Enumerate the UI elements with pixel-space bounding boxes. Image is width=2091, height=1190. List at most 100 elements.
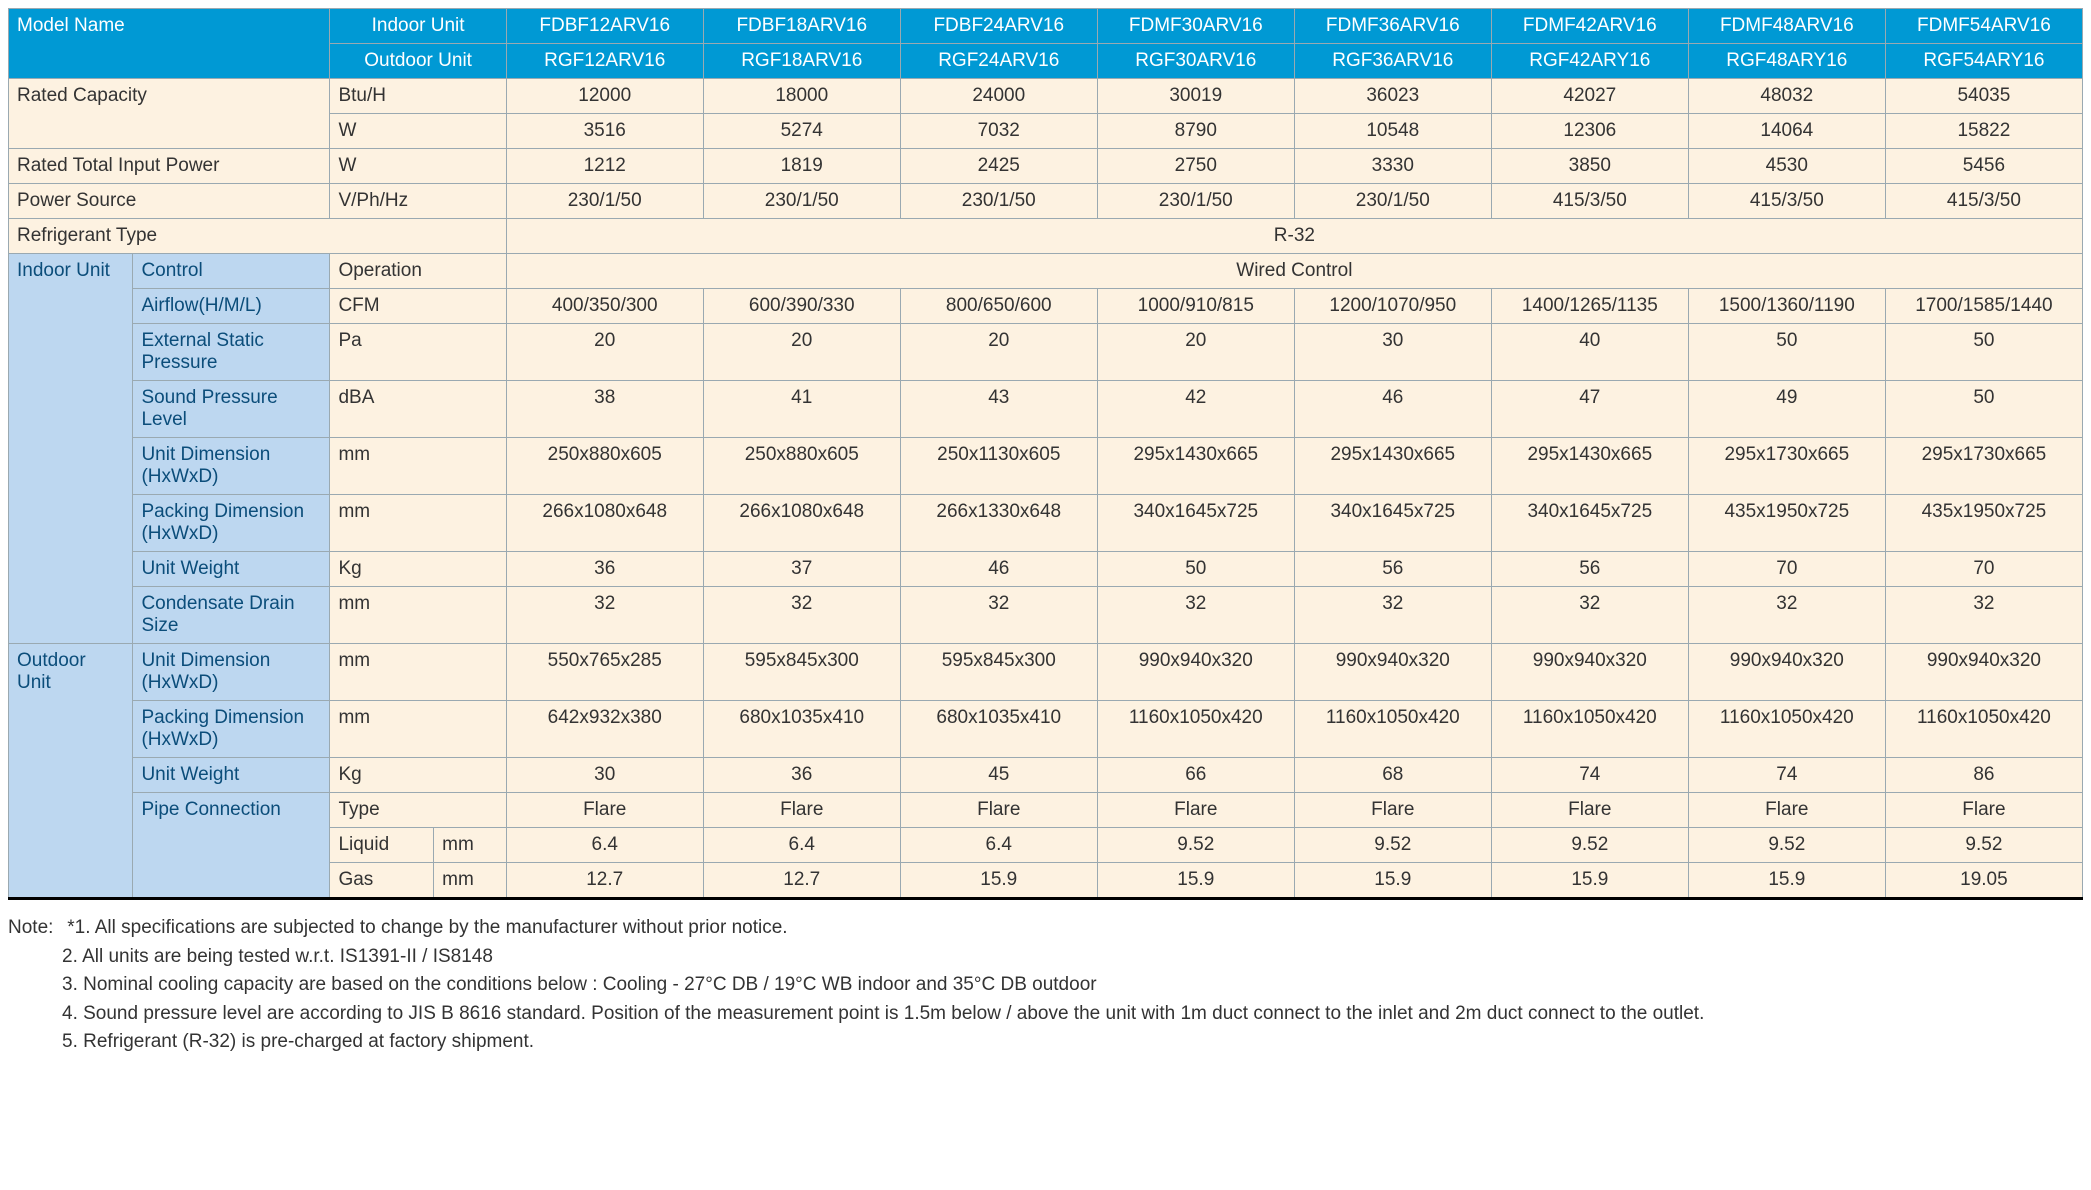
row-rated-capacity-btu: Rated Capacity Btu/H 12000 18000 24000 3… xyxy=(9,79,2083,114)
data-cell: 230/1/50 xyxy=(900,184,1097,219)
row-indoor-spl: Sound Pressure Level dBA 38 41 43 42 46 … xyxy=(9,381,2083,438)
data-cell: 15.9 xyxy=(1097,863,1294,899)
data-cell: 45 xyxy=(900,758,1097,793)
data-cell: 20 xyxy=(703,324,900,381)
unit-cell: Type xyxy=(330,793,506,828)
row-power-source: Power Source V/Ph/Hz 230/1/50 230/1/50 2… xyxy=(9,184,2083,219)
param-label: Sound Pressure Level xyxy=(133,381,330,438)
outdoor-model-cell: RGF24ARV16 xyxy=(900,44,1097,79)
data-cell: 595x845x300 xyxy=(900,644,1097,701)
data-cell: 38 xyxy=(506,381,703,438)
param-label: Unit Weight xyxy=(133,552,330,587)
data-cell: 295x1430x665 xyxy=(1097,438,1294,495)
unit-cell: V/Ph/Hz xyxy=(330,184,506,219)
data-cell: 295x1730x665 xyxy=(1688,438,1885,495)
row-outdoor-dim: Outdoor Unit Unit Dimension (HxWxD) mm 5… xyxy=(9,644,2083,701)
data-cell: 230/1/50 xyxy=(1097,184,1294,219)
data-cell: 680x1035x410 xyxy=(900,701,1097,758)
unit-cell: mm xyxy=(330,438,506,495)
unit-cell: Kg xyxy=(330,552,506,587)
refrigerant-value: R-32 xyxy=(506,219,2082,254)
row-input-power: Rated Total Input Power W 1212 1819 2425… xyxy=(9,149,2083,184)
data-cell: 340x1645x725 xyxy=(1491,495,1688,552)
data-cell: 36 xyxy=(703,758,900,793)
data-cell: 20 xyxy=(1097,324,1294,381)
data-cell: 56 xyxy=(1491,552,1688,587)
data-cell: 30 xyxy=(506,758,703,793)
outdoor-section-label: Outdoor Unit xyxy=(9,644,133,899)
data-cell: 230/1/50 xyxy=(506,184,703,219)
indoor-unit-label: Indoor Unit xyxy=(330,9,506,44)
data-cell: 32 xyxy=(506,587,703,644)
data-cell: 6.4 xyxy=(900,828,1097,863)
unit-cell: Pa xyxy=(330,324,506,381)
row-indoor-airflow: Airflow(H/M/L) CFM 400/350/300 600/390/3… xyxy=(9,289,2083,324)
data-cell: 66 xyxy=(1097,758,1294,793)
data-cell: 8790 xyxy=(1097,114,1294,149)
data-cell: 1200/1070/950 xyxy=(1294,289,1491,324)
row-indoor-control: Indoor Unit Control Operation Wired Cont… xyxy=(9,254,2083,289)
param-label: Unit Dimension (HxWxD) xyxy=(133,644,330,701)
data-cell: 990x940x320 xyxy=(1294,644,1491,701)
data-cell: 1500/1360/1190 xyxy=(1688,289,1885,324)
data-cell: 20 xyxy=(900,324,1097,381)
data-cell: 295x1730x665 xyxy=(1885,438,2082,495)
param-label: Packing Dimension (HxWxD) xyxy=(133,701,330,758)
data-cell: 1160x1050x420 xyxy=(1491,701,1688,758)
data-cell: 415/3/50 xyxy=(1491,184,1688,219)
param-label: External Static Pressure xyxy=(133,324,330,381)
row-refrigerant: Refrigerant Type R-32 xyxy=(9,219,2083,254)
data-cell: 266x1080x648 xyxy=(703,495,900,552)
notes-label: Note: xyxy=(8,914,62,943)
data-cell: Flare xyxy=(1097,793,1294,828)
data-cell: 32 xyxy=(900,587,1097,644)
indoor-section-label: Indoor Unit xyxy=(9,254,133,644)
data-cell: 54035 xyxy=(1885,79,2082,114)
row-indoor-dim: Unit Dimension (HxWxD) mm 250x880x605 25… xyxy=(9,438,2083,495)
note-item: 4. Sound pressure level are according to… xyxy=(62,1000,2083,1029)
row-outdoor-pack: Packing Dimension (HxWxD) mm 642x932x380… xyxy=(9,701,2083,758)
data-cell: 990x940x320 xyxy=(1885,644,2082,701)
data-cell: 12306 xyxy=(1491,114,1688,149)
data-cell: 86 xyxy=(1885,758,2082,793)
data-cell: 5456 xyxy=(1885,149,2082,184)
data-cell: 7032 xyxy=(900,114,1097,149)
data-cell: 19.05 xyxy=(1885,863,2082,899)
unit-cell: W xyxy=(330,114,506,149)
data-cell: 15.9 xyxy=(1688,863,1885,899)
data-cell: 12.7 xyxy=(703,863,900,899)
data-cell: 9.52 xyxy=(1294,828,1491,863)
data-cell: 18000 xyxy=(703,79,900,114)
data-cell: 1700/1585/1440 xyxy=(1885,289,2082,324)
data-cell: Flare xyxy=(900,793,1097,828)
pipe-connection-label: Pipe Connection xyxy=(133,793,330,899)
outdoor-model-cell: RGF54ARY16 xyxy=(1885,44,2082,79)
data-cell: 5274 xyxy=(703,114,900,149)
row-pipe-type: Pipe Connection Type Flare Flare Flare F… xyxy=(9,793,2083,828)
data-cell: 43 xyxy=(900,381,1097,438)
data-cell: 70 xyxy=(1688,552,1885,587)
indoor-model-cell: FDBF12ARV16 xyxy=(506,9,703,44)
data-cell: 42027 xyxy=(1491,79,1688,114)
rated-capacity-label: Rated Capacity xyxy=(9,79,330,149)
data-cell: 74 xyxy=(1491,758,1688,793)
param-label: Condensate Drain Size xyxy=(133,587,330,644)
unit-cell: Kg xyxy=(330,758,506,793)
data-cell: 3330 xyxy=(1294,149,1491,184)
param-label: Airflow(H/M/L) xyxy=(133,289,330,324)
data-cell: 74 xyxy=(1688,758,1885,793)
unit-cell: mm xyxy=(434,863,507,899)
data-cell: 1160x1050x420 xyxy=(1885,701,2082,758)
data-cell: 435x1950x725 xyxy=(1885,495,2082,552)
data-cell: 295x1430x665 xyxy=(1294,438,1491,495)
note-item: *1. All specifications are subjected to … xyxy=(67,917,787,938)
indoor-model-cell: FDMF48ARV16 xyxy=(1688,9,1885,44)
data-cell: Flare xyxy=(506,793,703,828)
control-value: Wired Control xyxy=(506,254,2082,289)
note-item: 2. All units are being tested w.r.t. IS1… xyxy=(62,943,2083,972)
data-cell: 50 xyxy=(1885,324,2082,381)
outdoor-model-cell: RGF48ARY16 xyxy=(1688,44,1885,79)
data-cell: 230/1/50 xyxy=(1294,184,1491,219)
data-cell: 32 xyxy=(1294,587,1491,644)
notes-block: Note: *1. All specifications are subject… xyxy=(8,914,2083,1057)
